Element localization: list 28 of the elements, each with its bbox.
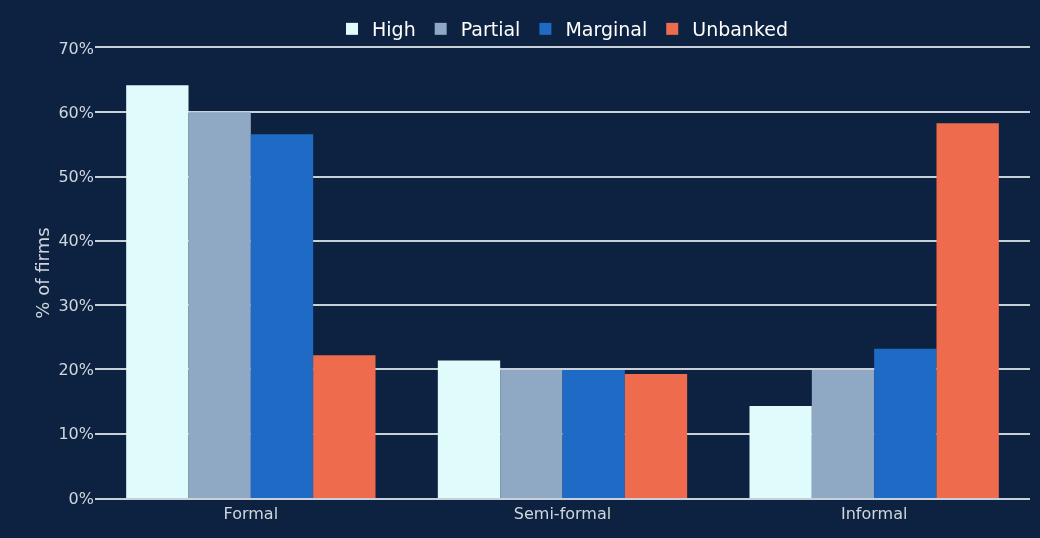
y-tick-label: 30% (58, 295, 94, 315)
y-tick-label: 70% (58, 38, 94, 58)
x-tick-label: Informal (840, 503, 908, 523)
x-tick-label: Formal (223, 503, 279, 523)
bar (874, 348, 937, 498)
legend-label: Partial (460, 18, 521, 41)
legend-label: High (372, 18, 416, 41)
bar (562, 370, 625, 498)
bar (313, 355, 376, 498)
legend-label: Unbanked (692, 18, 788, 41)
bar (936, 123, 999, 498)
bar (250, 134, 314, 498)
bar (811, 370, 875, 498)
bar (624, 373, 688, 498)
y-tick-label: 0% (68, 488, 94, 508)
y-tick-label: 20% (58, 360, 94, 380)
x-tick-label: Semi-formal (513, 503, 612, 523)
y-tick-label: 40% (58, 231, 94, 251)
bar (188, 112, 251, 498)
y-tick-label: 10% (58, 424, 94, 444)
bar (500, 370, 563, 498)
legend-label: Marginal (565, 18, 648, 41)
y-tick-label: 60% (58, 102, 94, 122)
bar (437, 360, 501, 498)
bar (749, 406, 812, 498)
y-tick-label: 50% (58, 167, 94, 187)
bar (126, 85, 189, 498)
y-axis-title: % of firms (32, 227, 53, 319)
